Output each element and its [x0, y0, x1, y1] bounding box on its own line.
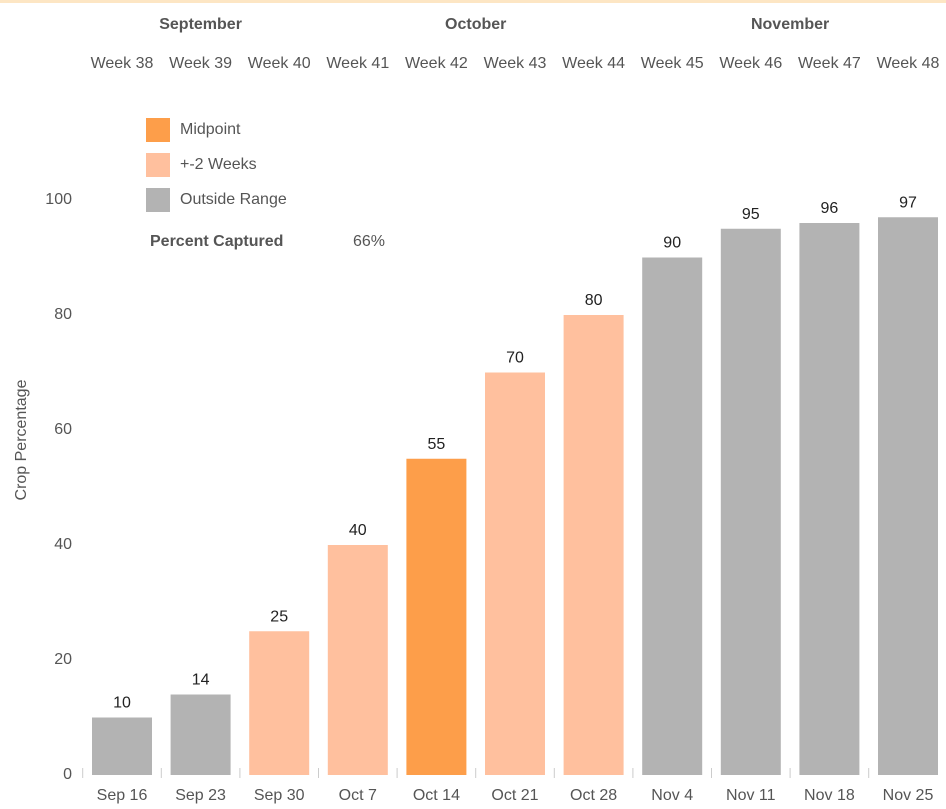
y-tick-label: 100	[45, 191, 72, 208]
data-label: 96	[821, 200, 839, 217]
legend-swatch	[146, 188, 170, 212]
bar	[720, 228, 781, 775]
week-label: Week 46	[719, 55, 782, 72]
month-label: October	[445, 16, 506, 33]
top-border	[0, 0, 946, 3]
annotation-value: 66%	[353, 233, 385, 250]
week-label: Week 43	[484, 55, 547, 72]
x-tick-label: Oct 28	[570, 787, 617, 804]
x-tick-label: Oct 14	[413, 787, 460, 804]
x-tick-label: Nov 18	[804, 787, 855, 804]
bar	[249, 631, 310, 775]
week-label: Week 42	[405, 55, 468, 72]
bar	[485, 372, 545, 775]
data-label: 80	[585, 292, 603, 309]
week-label: Week 40	[248, 55, 311, 72]
bar	[170, 694, 231, 775]
month-label: September	[159, 16, 242, 33]
x-tick-label: Nov 4	[651, 787, 693, 804]
bar	[406, 458, 467, 775]
data-label: 10	[113, 695, 131, 712]
annotation-label: Percent Captured	[150, 233, 283, 250]
x-tick-label: Sep 23	[175, 787, 226, 804]
legend-swatch	[146, 153, 170, 177]
data-label: 25	[270, 608, 288, 625]
data-label: 55	[428, 436, 446, 453]
bar	[799, 223, 860, 775]
bar	[878, 217, 938, 775]
bar	[327, 545, 388, 775]
data-label: 70	[506, 350, 524, 367]
bar	[563, 315, 624, 775]
legend-label: +-2 Weeks	[180, 156, 257, 173]
x-tick-label: Nov 25	[883, 787, 934, 804]
data-label: 90	[663, 235, 681, 252]
x-tick-label: Sep 16	[97, 787, 148, 804]
x-tick-label: Oct 7	[339, 787, 377, 804]
y-tick-label: 80	[54, 306, 72, 323]
y-axis-label: Crop Percentage	[13, 379, 30, 500]
legend-swatch	[146, 118, 170, 142]
data-label: 95	[742, 206, 760, 223]
legend-label: Outside Range	[180, 191, 287, 208]
week-label: Week 47	[798, 55, 861, 72]
week-label: Week 39	[169, 55, 232, 72]
y-tick-label: 20	[54, 651, 72, 668]
y-tick-label: 40	[54, 536, 72, 553]
week-label: Week 41	[326, 55, 389, 72]
x-tick-label: Sep 30	[254, 787, 305, 804]
data-label: 97	[899, 194, 917, 211]
week-label: Week 45	[641, 55, 704, 72]
y-tick-label: 60	[54, 421, 72, 438]
y-tick-label: 0	[63, 766, 72, 783]
data-label: 14	[192, 672, 210, 689]
data-label: 40	[349, 522, 367, 539]
bar	[92, 717, 152, 775]
bar	[642, 257, 703, 775]
week-label: Week 48	[877, 55, 940, 72]
x-tick-label: Oct 21	[491, 787, 538, 804]
week-label: Week 38	[91, 55, 154, 72]
x-tick-label: Nov 11	[726, 787, 776, 804]
week-label: Week 44	[562, 55, 625, 72]
legend-label: Midpoint	[180, 121, 241, 138]
month-label: November	[751, 16, 829, 33]
